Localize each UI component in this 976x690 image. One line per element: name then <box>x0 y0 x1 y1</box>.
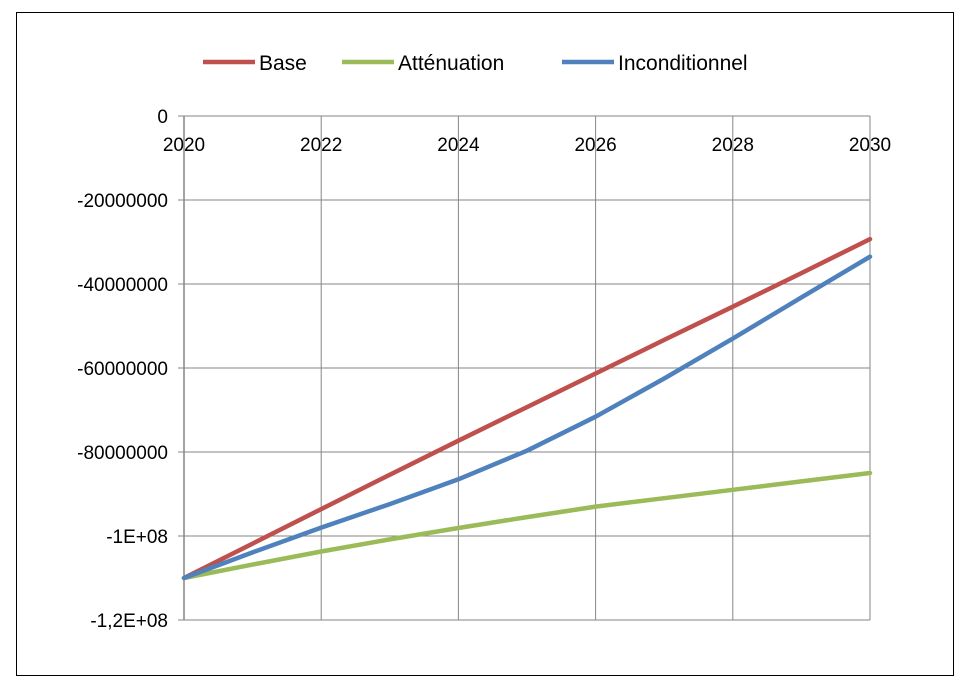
series-line <box>181 470 873 581</box>
y-tick-label: 0 <box>157 107 168 128</box>
legend-label: Atténuation <box>398 52 504 75</box>
x-tick-label: 2020 <box>163 135 205 156</box>
legend-label: Base <box>259 52 307 75</box>
x-tick-label: 2024 <box>437 135 480 156</box>
y-tick-label: -40000000 <box>77 275 168 296</box>
y-tick-label: -1,2E+08 <box>90 611 168 632</box>
x-tick-label: 2028 <box>712 135 754 156</box>
series-line <box>181 254 873 581</box>
y-tick-label: -1E+08 <box>106 527 168 548</box>
x-tick-label: 2026 <box>574 135 616 156</box>
series-line <box>181 236 873 581</box>
y-tick-label: -60000000 <box>77 359 168 380</box>
chart-frame <box>16 12 954 676</box>
y-tick-label: -20000000 <box>77 191 168 212</box>
y-tick-label: -80000000 <box>77 443 168 464</box>
x-tick-label: 2030 <box>849 135 891 156</box>
x-tick-label: 2022 <box>300 135 342 156</box>
legend-label: Inconditionnel <box>618 52 748 75</box>
